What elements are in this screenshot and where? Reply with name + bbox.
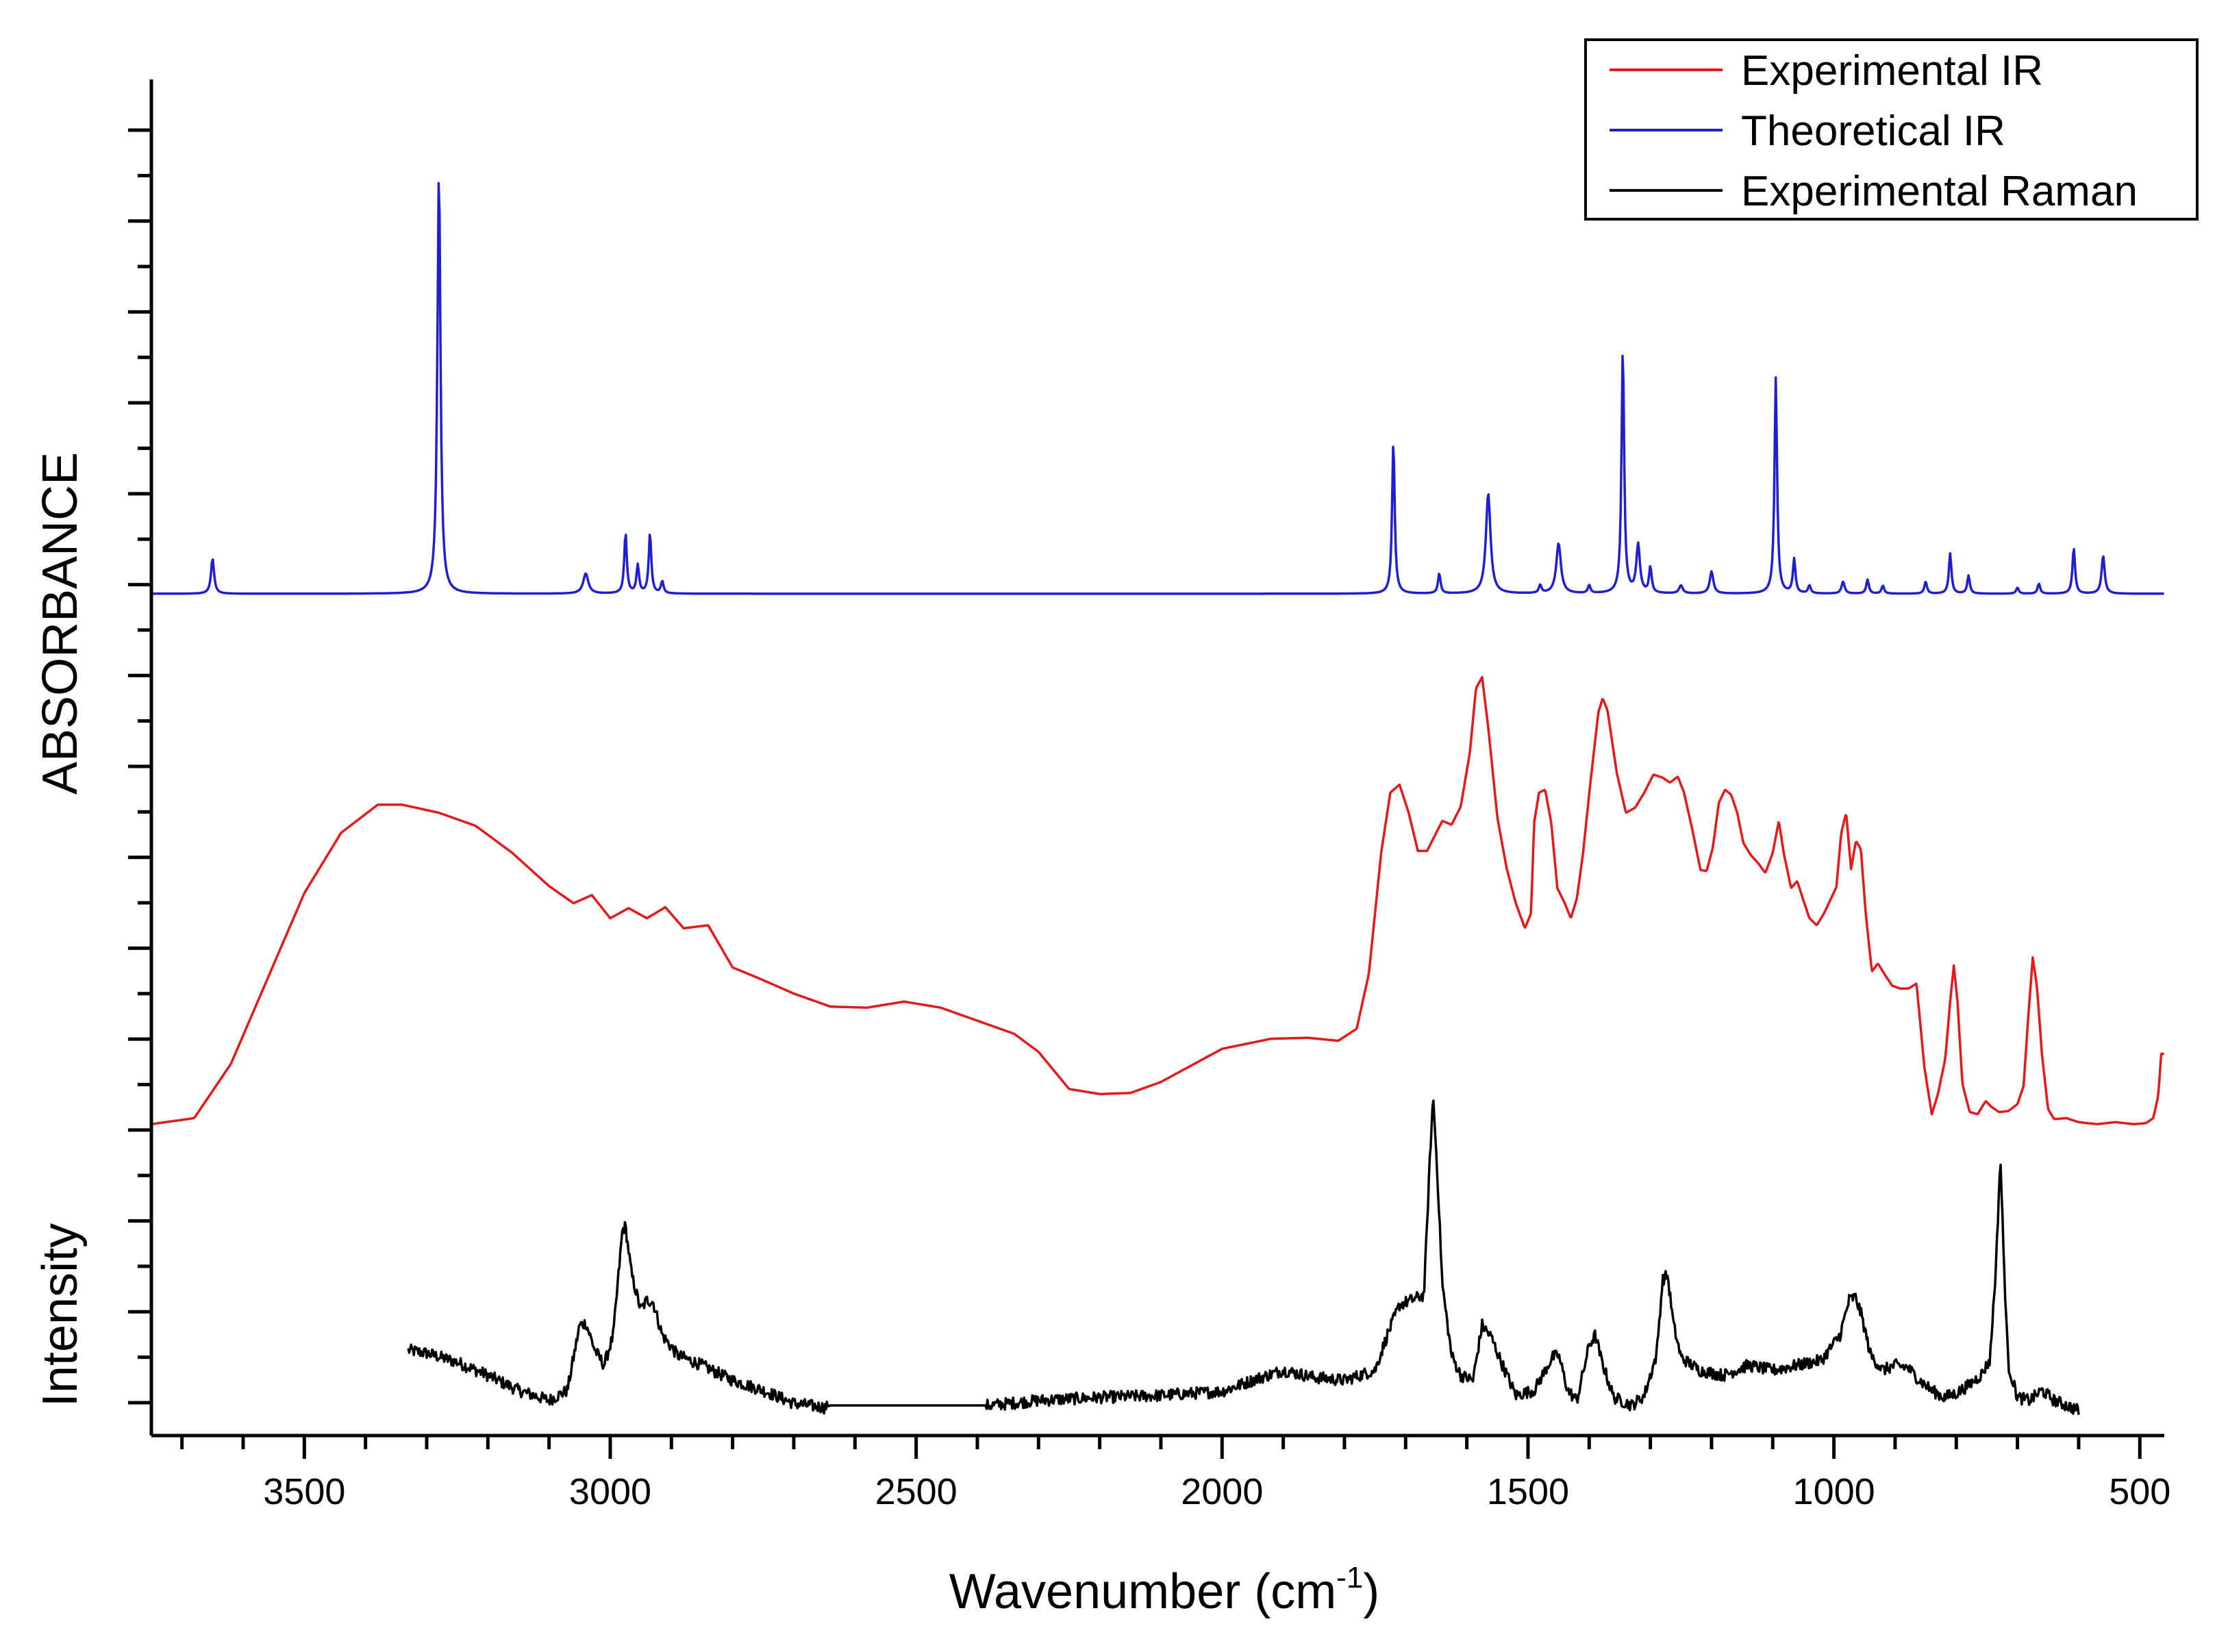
x-axis-title: Wavenumber (cm-1) — [949, 1561, 1380, 1619]
series-experimental-ir — [151, 675, 2164, 1126]
series-theoretical-ir — [151, 182, 2164, 595]
x-tick-label-500: 500 — [2109, 1471, 2170, 1512]
y-axis-title-absorbance: ABSORBANCE — [33, 452, 88, 794]
x-axis-title-main: Wavenumber (cm — [949, 1564, 1336, 1619]
x-axis-title-superscript: -1 — [1336, 1561, 1363, 1594]
series-experimental-raman — [407, 1099, 2080, 1415]
x-tick-label-2000: 2000 — [1181, 1471, 1263, 1512]
x-tick-label-3000: 3000 — [569, 1471, 651, 1512]
x-axis-title-close: ) — [1363, 1564, 1379, 1619]
x-tick-label-1000: 1000 — [1793, 1471, 1875, 1512]
series-layer — [151, 182, 2164, 1415]
legend: Experimental IR Theoretical IR Experimen… — [1584, 38, 2199, 221]
y-ticks — [128, 128, 151, 1405]
y-axis-title-intensity: Intensity — [33, 1223, 88, 1407]
legend-label-experimental-raman: Experimental Raman — [1741, 168, 2138, 215]
legend-label-experimental-ir: Experimental IR — [1741, 47, 2043, 95]
legend-label-theoretical-ir: Theoretical IR — [1741, 108, 2005, 155]
x-tick-label-1500: 1500 — [1487, 1471, 1569, 1512]
x-tick-label-3500: 3500 — [263, 1471, 345, 1512]
x-tick-label-2500: 2500 — [875, 1471, 957, 1512]
x-ticks: 3500 3000 2500 2000 1500 1000 500 — [180, 1436, 2170, 1512]
